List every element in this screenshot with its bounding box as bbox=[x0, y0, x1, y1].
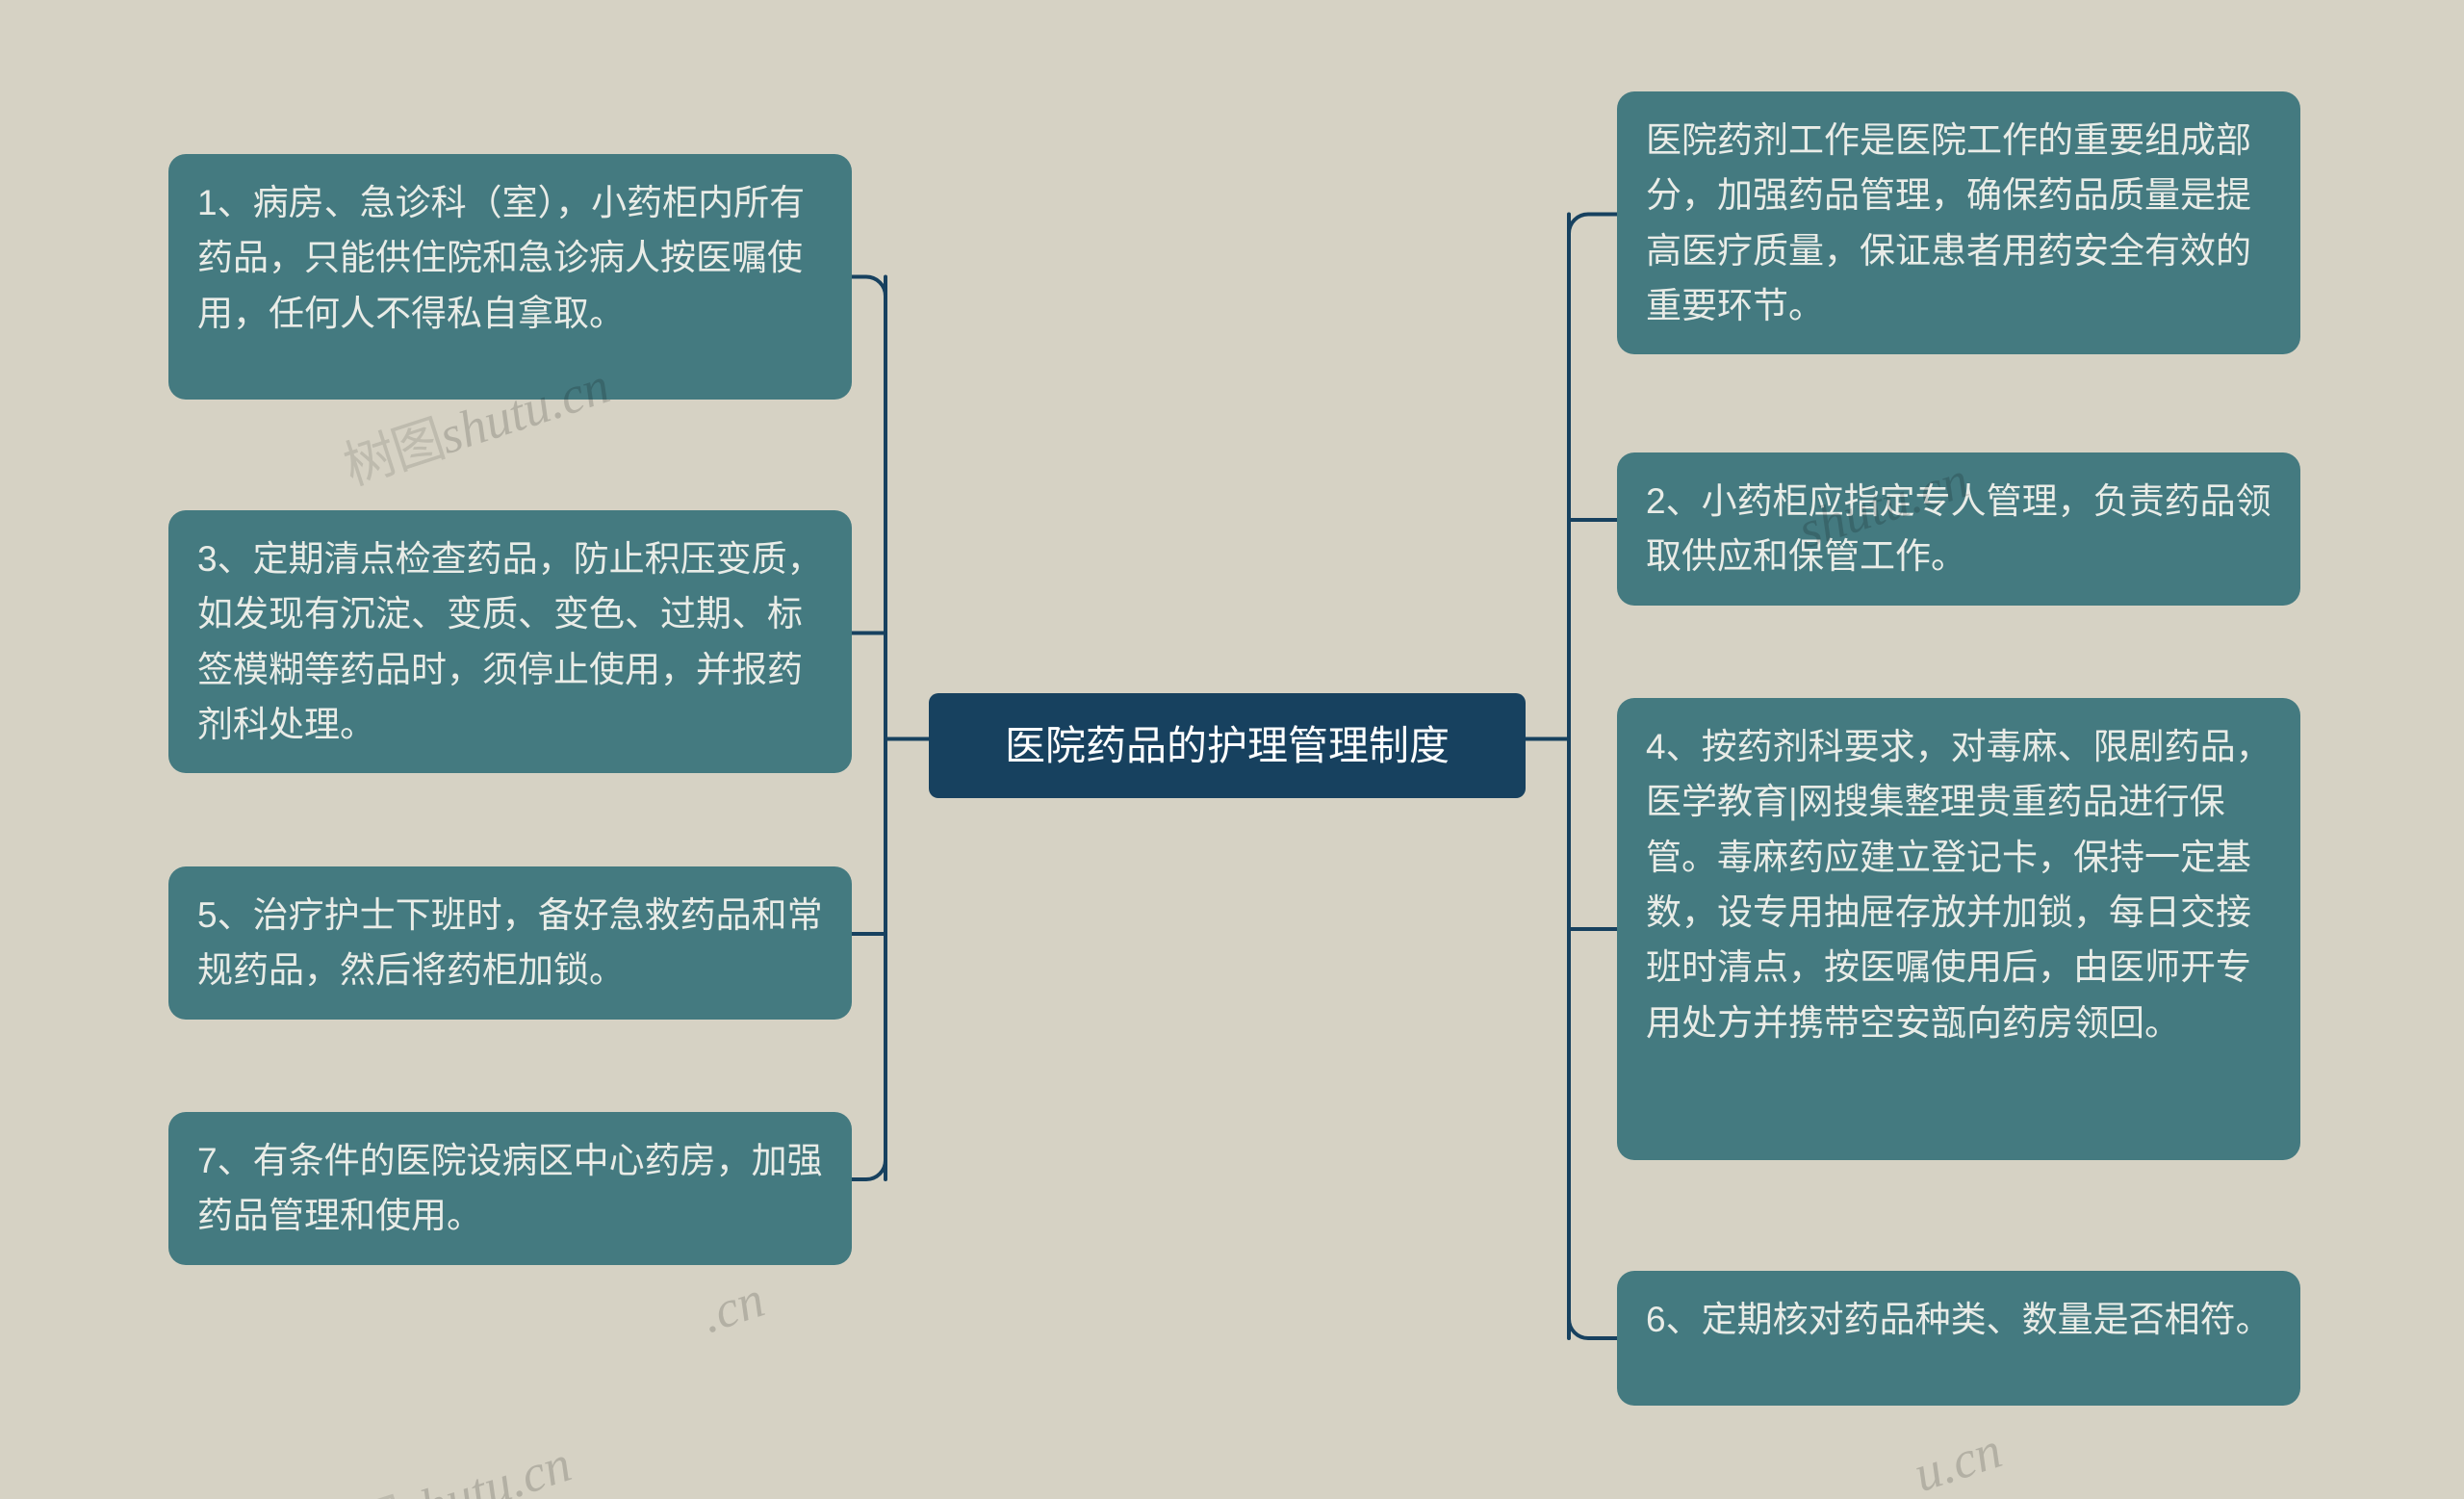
left-node-L5: 5、治疗护士下班时，备好急救药品和常规药品，然后将药柜加锁。 bbox=[168, 866, 852, 1020]
watermark-text: u.cn bbox=[1907, 1421, 2009, 1499]
connector bbox=[852, 1160, 886, 1179]
watermark: 树图shutu.cn bbox=[295, 1421, 579, 1499]
right-node-R4: 4、按药剂科要求，对毒麻、限剧药品，医学教育|网搜集整理贵重药品进行保管。毒麻药… bbox=[1617, 698, 2300, 1160]
center-node: 医院药品的护理管理制度 bbox=[929, 693, 1526, 798]
right-node-R0-label: 医院药剂工作是医院工作的重要组成部分，加强药品管理，确保药品质量是提高医疗质量，… bbox=[1646, 120, 2251, 325]
right-node-R4-label: 4、按药剂科要求，对毒麻、限剧药品，医学教育|网搜集整理贵重药品进行保管。毒麻药… bbox=[1646, 727, 2272, 1043]
right-node-R0: 医院药剂工作是医院工作的重要组成部分，加强药品管理，确保药品质量是提高医疗质量，… bbox=[1617, 91, 2300, 354]
right-node-R2-label: 2、小药柜应指定专人管理，负责药品领取供应和保管工作。 bbox=[1646, 481, 2272, 576]
left-node-L5-label: 5、治疗护士下班时，备好急救药品和常规药品，然后将药柜加锁。 bbox=[197, 895, 823, 990]
left-node-L3-label: 3、定期清点检查药品，防止积压变质，如发现有沉淀、变质、变色、过期、标签模糊等药… bbox=[197, 539, 823, 744]
watermark-prefix: 树图 bbox=[298, 1488, 411, 1499]
right-node-R6-label: 6、定期核对药品种类、数量是否相符。 bbox=[1646, 1300, 2272, 1339]
left-node-L7: 7、有条件的医院设病区中心药房，加强药品管理和使用。 bbox=[168, 1112, 852, 1265]
mindmap-canvas: 医院药品的护理管理制度 1、病房、急诊科（室），小药柜内所有药品，只能供住院和急诊… bbox=[0, 0, 2464, 1499]
connector bbox=[852, 277, 886, 297]
right-node-R2: 2、小药柜应指定专人管理，负责药品领取供应和保管工作。 bbox=[1617, 452, 2300, 606]
connector bbox=[1569, 1319, 1617, 1338]
watermark: .cn bbox=[694, 1269, 771, 1345]
right-node-R6: 6、定期核对药品种类、数量是否相符。 bbox=[1617, 1271, 2300, 1406]
left-node-L7-label: 7、有条件的医院设病区中心药房，加强药品管理和使用。 bbox=[197, 1141, 823, 1235]
watermark: u.cn bbox=[1907, 1420, 2009, 1499]
watermark-text: .cn bbox=[694, 1270, 771, 1344]
watermark-text: shutu.cn bbox=[394, 1434, 578, 1499]
center-node-label: 医院药品的护理管理制度 bbox=[1005, 714, 1450, 777]
watermark-prefix: 树图 bbox=[337, 410, 449, 496]
left-node-L1: 1、病房、急诊科（室），小药柜内所有药品，只能供住院和急诊病人按医嘱使用，任何人… bbox=[168, 154, 852, 400]
left-node-L3: 3、定期清点检查药品，防止积压变质，如发现有沉淀、变质、变色、过期、标签模糊等药… bbox=[168, 510, 852, 773]
connector bbox=[1569, 215, 1617, 234]
left-node-L1-label: 1、病房、急诊科（室），小药柜内所有药品，只能供住院和急诊病人按医嘱使用，任何人… bbox=[197, 183, 805, 333]
